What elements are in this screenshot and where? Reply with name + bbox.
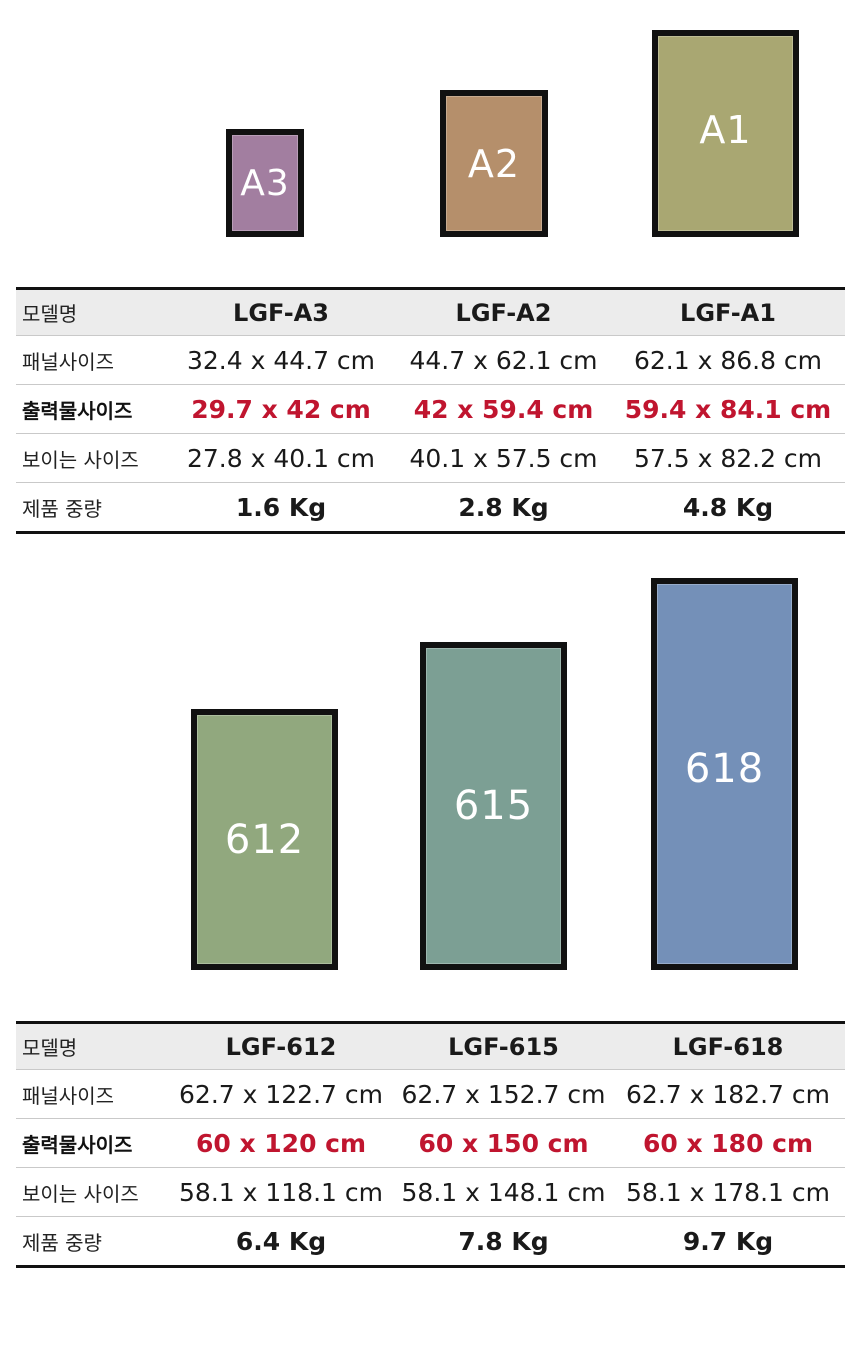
panel-size: 62.7 x 152.7 cm: [396, 1069, 611, 1119]
panel-size: 62.7 x 182.7 cm: [611, 1069, 845, 1119]
frame-612-label: 612: [224, 816, 305, 863]
model-name: LGF-615: [396, 1022, 611, 1070]
row-label: 보이는 사이즈: [16, 1167, 166, 1217]
panel-size: 62.7 x 122.7 cm: [166, 1069, 396, 1119]
visible-size: 27.8 x 40.1 cm: [166, 433, 396, 483]
frame-612-fill: [197, 715, 332, 964]
model-name: LGF-612: [166, 1022, 396, 1070]
frame-618-fill: [657, 584, 792, 964]
visible-size: 58.1 x 118.1 cm: [166, 1167, 396, 1217]
panel-size: 32.4 x 44.7 cm: [166, 335, 396, 385]
frame-a1-label: A1: [699, 108, 752, 152]
model-name: LGF-A3: [166, 288, 396, 336]
visible-size: 40.1 x 57.5 cm: [396, 433, 611, 483]
frame-618-label: 618: [684, 746, 765, 792]
visible-size: 58.1 x 148.1 cm: [396, 1167, 611, 1217]
weight-row: 제품 중량 6.4 Kg 7.8 Kg 9.7 Kg: [16, 1217, 845, 1267]
frame-612: 612: [191, 709, 338, 970]
frame-a2-label: A2: [467, 141, 521, 186]
row-label: 패널사이즈: [16, 335, 166, 385]
panel-size-row: 패널사이즈 32.4 x 44.7 cm 44.7 x 62.1 cm 62.1…: [16, 335, 845, 385]
visible-size: 58.1 x 178.1 cm: [611, 1167, 845, 1217]
model-row: 모델명 LGF-612 LGF-615 LGF-618: [16, 1022, 845, 1070]
output-size-row: 출력물사이즈 60 x 120 cm 60 x 150 cm 60 x 180 …: [16, 1118, 845, 1168]
frame-615-label: 615: [453, 783, 534, 829]
row-label: 제품 중량: [22, 496, 102, 521]
row-label: 모델명: [16, 288, 166, 336]
frame-a2: A2: [440, 90, 548, 237]
row-label: 모델명: [16, 1022, 166, 1070]
frame-a2-fill: [446, 96, 542, 231]
spec-table-b: 모델명 LGF-612 LGF-615 LGF-618 패널사이즈 62.7 x…: [16, 1021, 845, 1268]
product-weight: 1.6 Kg: [235, 492, 327, 522]
frame-a3-label: A3: [240, 162, 290, 204]
output-size: 42 x 59.4 cm: [396, 384, 611, 434]
frame-615: 615: [420, 642, 567, 970]
product-weight: 7.8 Kg: [458, 1226, 549, 1256]
visible-size: 57.5 x 82.2 cm: [611, 433, 845, 483]
panel-size: 44.7 x 62.1 cm: [396, 335, 611, 385]
frame-a3-fill: [232, 135, 298, 231]
product-weight: 9.7 Kg: [682, 1226, 774, 1256]
row-label: 패널사이즈: [16, 1069, 166, 1119]
product-weight: 2.8 Kg: [458, 492, 549, 522]
model-name: LGF-618: [611, 1022, 845, 1070]
weight-row: 제품 중량 1.6 Kg 2.8 Kg 4.8 Kg: [16, 483, 845, 533]
model-name: LGF-A1: [611, 288, 845, 336]
product-weight: 4.8 Kg: [682, 492, 774, 522]
spec-table-a: 모델명 LGF-A3 LGF-A2 LGF-A1 패널사이즈 32.4 x 44…: [16, 287, 845, 534]
row-label: 제품 중량: [22, 1230, 102, 1255]
row-label: 보이는 사이즈: [16, 433, 166, 483]
product-weight: 6.4 Kg: [235, 1226, 327, 1256]
model-name: LGF-A2: [396, 288, 611, 336]
panel-size: 62.1 x 86.8 cm: [611, 335, 845, 385]
output-size: 29.7 x 42 cm: [166, 384, 396, 434]
model-row: 모델명 LGF-A3 LGF-A2 LGF-A1: [16, 288, 845, 336]
frame-615-fill: [426, 648, 561, 964]
row-label: 출력물사이즈: [16, 1118, 166, 1168]
panel-size-row: 패널사이즈 62.7 x 122.7 cm 62.7 x 152.7 cm 62…: [16, 1069, 845, 1119]
output-size: 60 x 120 cm: [166, 1118, 396, 1168]
frame-a1: A1: [652, 30, 799, 237]
output-size: 60 x 150 cm: [396, 1118, 611, 1168]
output-size: 59.4 x 84.1 cm: [611, 384, 845, 434]
output-size: 60 x 180 cm: [611, 1118, 845, 1168]
frame-a3: A3: [226, 129, 304, 237]
output-size-row: 출력물사이즈 29.7 x 42 cm 42 x 59.4 cm 59.4 x …: [16, 384, 845, 434]
frame-618: 618: [651, 578, 798, 970]
row-label: 출력물사이즈: [16, 384, 166, 434]
visible-size-row: 보이는 사이즈 27.8 x 40.1 cm 40.1 x 57.5 cm 57…: [16, 433, 845, 483]
frame-a1-fill: [658, 36, 793, 231]
visible-size-row: 보이는 사이즈 58.1 x 118.1 cm 58.1 x 148.1 cm …: [16, 1167, 845, 1217]
